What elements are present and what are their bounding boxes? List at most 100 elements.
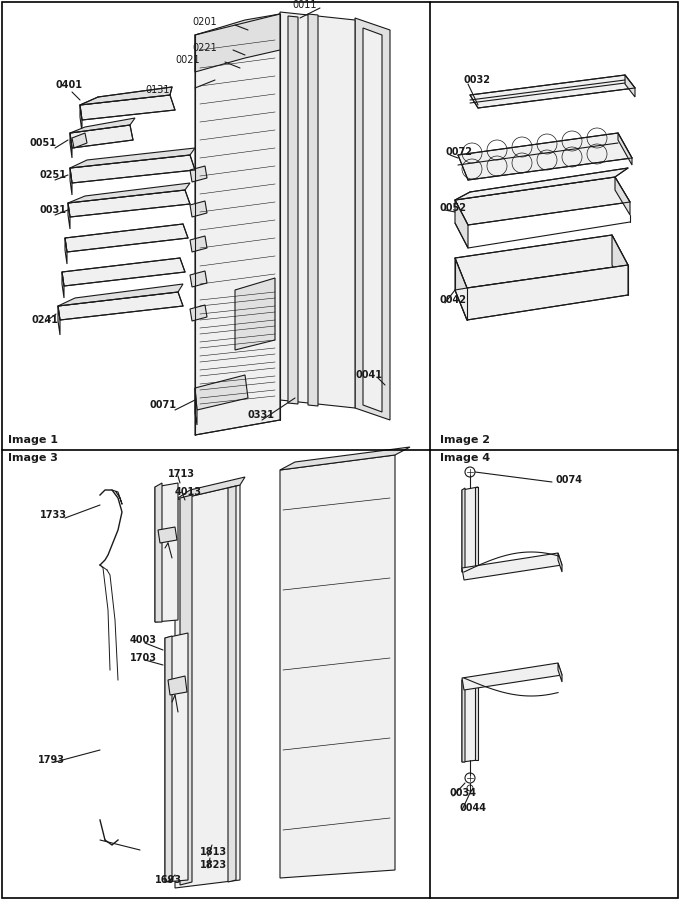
Polygon shape bbox=[58, 306, 60, 335]
Polygon shape bbox=[68, 183, 190, 203]
Text: Image 2: Image 2 bbox=[440, 435, 490, 445]
Polygon shape bbox=[158, 527, 177, 543]
Polygon shape bbox=[288, 16, 298, 404]
Text: 0031: 0031 bbox=[40, 205, 67, 215]
Polygon shape bbox=[70, 148, 195, 168]
Polygon shape bbox=[165, 633, 188, 882]
Text: 0052: 0052 bbox=[440, 203, 467, 213]
Text: 0071: 0071 bbox=[150, 400, 177, 410]
Polygon shape bbox=[475, 487, 478, 570]
Polygon shape bbox=[455, 168, 628, 200]
Text: Image 3: Image 3 bbox=[8, 453, 58, 463]
Polygon shape bbox=[475, 677, 478, 760]
Polygon shape bbox=[155, 483, 178, 622]
Polygon shape bbox=[190, 201, 207, 217]
Text: 4003: 4003 bbox=[130, 635, 157, 645]
Polygon shape bbox=[190, 236, 207, 252]
Text: 1693: 1693 bbox=[155, 875, 182, 885]
Polygon shape bbox=[280, 455, 395, 878]
Polygon shape bbox=[168, 676, 187, 695]
Polygon shape bbox=[175, 485, 240, 888]
Polygon shape bbox=[462, 677, 478, 762]
Polygon shape bbox=[612, 235, 628, 295]
Polygon shape bbox=[355, 18, 390, 420]
Polygon shape bbox=[155, 483, 162, 622]
Text: 0241: 0241 bbox=[32, 315, 59, 325]
Text: 1713: 1713 bbox=[168, 469, 195, 479]
Text: 0034: 0034 bbox=[450, 788, 477, 798]
Polygon shape bbox=[180, 495, 192, 885]
Polygon shape bbox=[558, 553, 562, 572]
Text: 0221: 0221 bbox=[192, 43, 217, 53]
Polygon shape bbox=[190, 305, 207, 321]
Polygon shape bbox=[462, 487, 478, 572]
Polygon shape bbox=[70, 155, 195, 183]
Polygon shape bbox=[190, 166, 207, 182]
Polygon shape bbox=[175, 477, 245, 500]
Polygon shape bbox=[470, 75, 635, 108]
Text: 0051: 0051 bbox=[30, 138, 57, 148]
Polygon shape bbox=[195, 14, 280, 435]
Polygon shape bbox=[455, 235, 628, 288]
Polygon shape bbox=[195, 14, 280, 72]
Polygon shape bbox=[308, 14, 318, 406]
Polygon shape bbox=[70, 168, 72, 195]
Polygon shape bbox=[72, 133, 87, 148]
Polygon shape bbox=[228, 486, 236, 882]
Polygon shape bbox=[80, 95, 175, 120]
Text: 0072: 0072 bbox=[445, 147, 472, 157]
Polygon shape bbox=[625, 75, 635, 97]
Polygon shape bbox=[62, 272, 64, 298]
Polygon shape bbox=[80, 105, 82, 132]
Text: 0011: 0011 bbox=[293, 0, 318, 10]
Polygon shape bbox=[280, 447, 410, 470]
Polygon shape bbox=[70, 118, 135, 133]
Polygon shape bbox=[363, 28, 382, 412]
Polygon shape bbox=[195, 375, 248, 410]
Text: 0201: 0201 bbox=[192, 17, 217, 27]
Text: 1813: 1813 bbox=[200, 847, 227, 857]
Polygon shape bbox=[80, 87, 172, 105]
Text: 0041: 0041 bbox=[355, 370, 382, 380]
Text: 1733: 1733 bbox=[40, 510, 67, 520]
Polygon shape bbox=[458, 133, 632, 180]
Text: Image 1: Image 1 bbox=[8, 435, 58, 445]
Polygon shape bbox=[70, 125, 133, 148]
Polygon shape bbox=[190, 271, 207, 287]
Polygon shape bbox=[455, 177, 630, 225]
Text: 0331: 0331 bbox=[248, 410, 275, 420]
Text: 0021: 0021 bbox=[175, 55, 200, 65]
Text: 1823: 1823 bbox=[200, 860, 227, 870]
Polygon shape bbox=[462, 488, 465, 572]
Polygon shape bbox=[68, 203, 70, 229]
Text: 0074: 0074 bbox=[555, 475, 582, 485]
Polygon shape bbox=[280, 12, 355, 408]
Text: 1703: 1703 bbox=[130, 653, 157, 663]
Polygon shape bbox=[58, 292, 183, 320]
Text: 0251: 0251 bbox=[40, 170, 67, 180]
Polygon shape bbox=[68, 190, 190, 217]
Polygon shape bbox=[462, 663, 562, 690]
Polygon shape bbox=[455, 200, 468, 248]
Text: 0042: 0042 bbox=[440, 295, 467, 305]
Polygon shape bbox=[455, 265, 628, 320]
Polygon shape bbox=[462, 678, 465, 762]
Polygon shape bbox=[615, 177, 630, 215]
Polygon shape bbox=[462, 553, 562, 580]
Text: 1793: 1793 bbox=[38, 755, 65, 765]
Polygon shape bbox=[195, 388, 197, 425]
Polygon shape bbox=[558, 663, 562, 682]
Text: 4013: 4013 bbox=[175, 487, 202, 497]
Polygon shape bbox=[65, 224, 188, 252]
Polygon shape bbox=[65, 238, 67, 264]
Text: 0131: 0131 bbox=[145, 85, 169, 95]
Polygon shape bbox=[618, 133, 632, 165]
Text: 0044: 0044 bbox=[460, 803, 487, 813]
Polygon shape bbox=[58, 284, 183, 306]
Text: 0032: 0032 bbox=[463, 75, 490, 85]
Polygon shape bbox=[62, 258, 185, 286]
Polygon shape bbox=[235, 278, 275, 350]
Polygon shape bbox=[455, 258, 467, 320]
Polygon shape bbox=[70, 133, 72, 158]
Text: 0401: 0401 bbox=[55, 80, 82, 90]
